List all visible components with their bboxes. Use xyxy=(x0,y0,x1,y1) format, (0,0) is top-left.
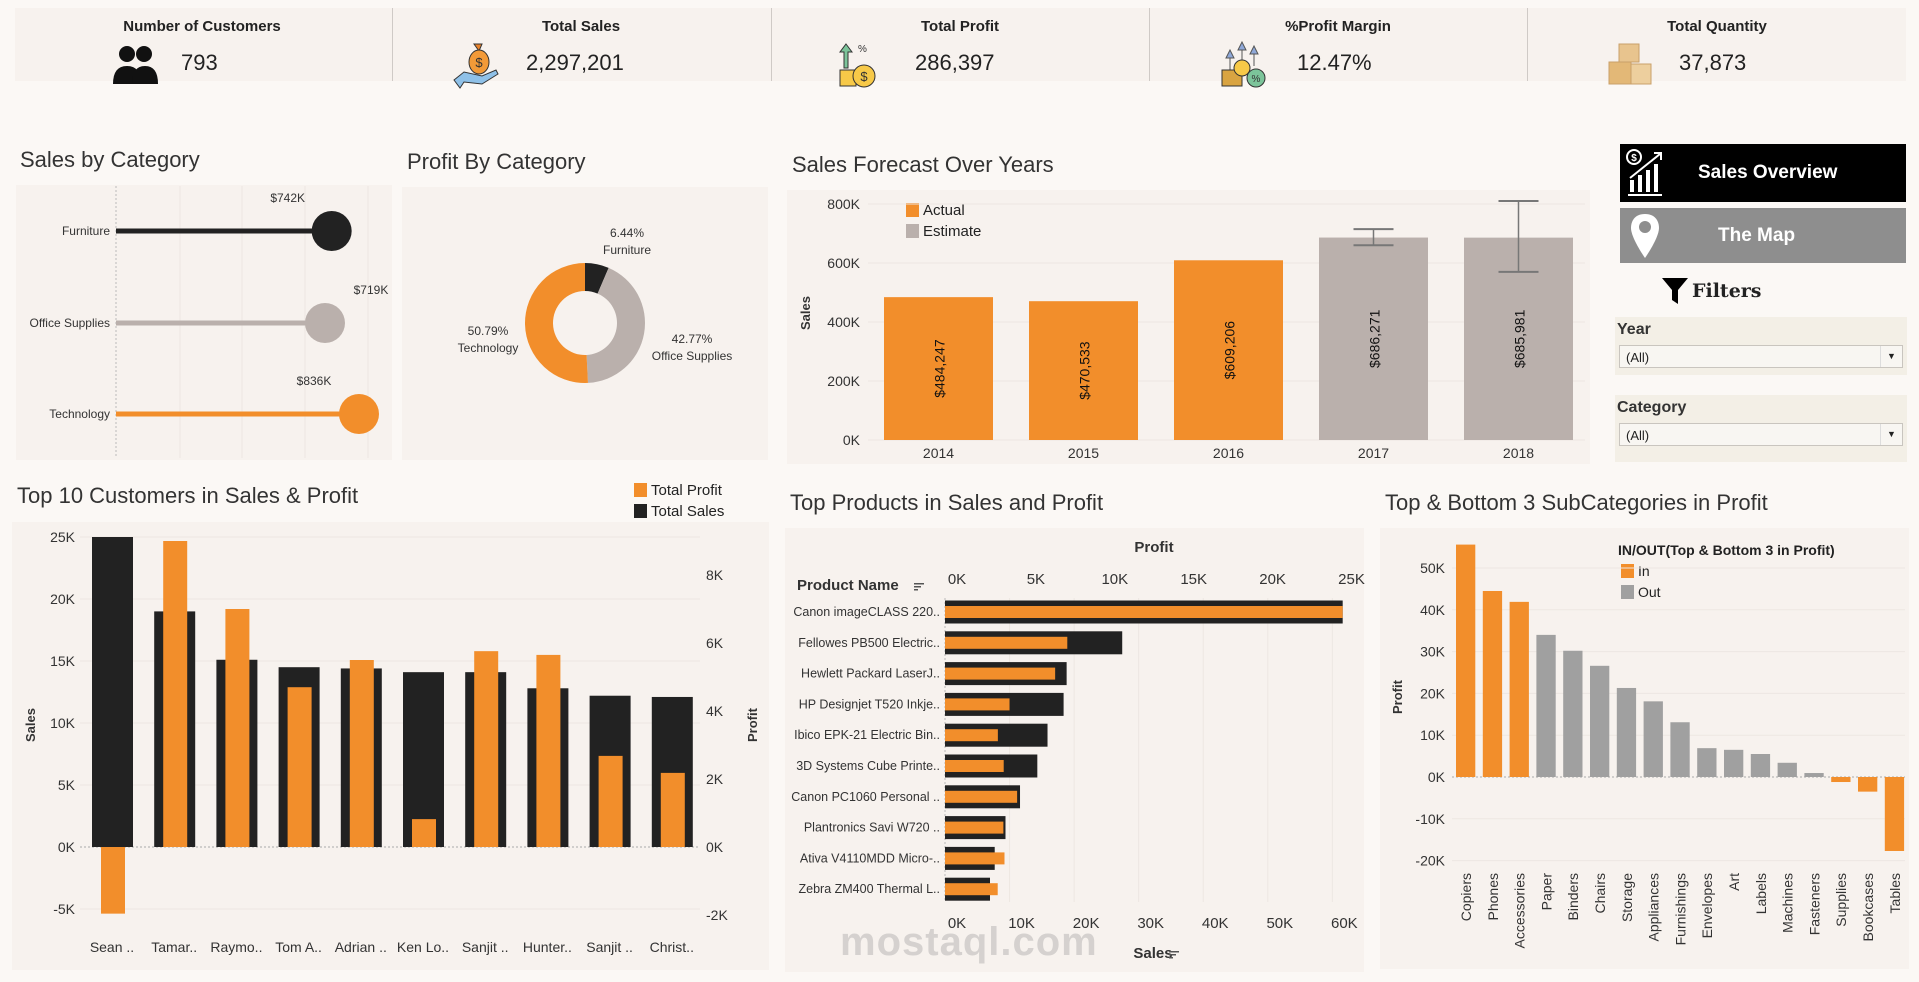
legend-label: Out xyxy=(1638,584,1661,600)
sales-by-category-title: Sales by Category xyxy=(20,147,200,172)
the-map-button[interactable]: The Map xyxy=(1620,208,1906,263)
year-filter: Year (All) ▼ xyxy=(1615,317,1907,375)
profit-margin-icon: % xyxy=(1221,40,1266,88)
kpi-title-profit: Total Profit xyxy=(920,18,1000,35)
legend-label: Actual xyxy=(923,202,965,219)
kpi-value-quantity: 37,873 xyxy=(1679,50,1747,75)
category-select-value: (All) xyxy=(1626,428,1650,443)
legend-estimate: Estimate xyxy=(906,223,981,240)
sales-forecast-title: Sales Forecast Over Years xyxy=(792,152,1054,177)
svg-text:%: % xyxy=(1252,74,1261,85)
profit-by-category-panel xyxy=(402,187,768,460)
legend-label: In xyxy=(1638,563,1650,579)
category-filter: Category (All) ▼ xyxy=(1615,395,1907,462)
year-select[interactable]: (All) ▼ xyxy=(1619,345,1903,368)
kpi-value-customers: 793 xyxy=(181,50,218,75)
legend-total-sales: Total Sales xyxy=(634,503,724,520)
kpi-title-sales: Total Sales xyxy=(541,18,621,35)
legend-swatch xyxy=(906,203,919,217)
top-products-panel xyxy=(785,528,1364,972)
boxes-icon xyxy=(1608,43,1652,85)
kpi-strip xyxy=(15,8,1906,81)
kpi-title-customers: Number of Customers xyxy=(123,18,281,35)
top-products-title: Top Products in Sales and Profit xyxy=(790,490,1104,515)
watermark: mostaql.com xyxy=(840,920,1098,964)
sales-overview-button[interactable]: $ Sales Overview xyxy=(1620,144,1906,202)
legend-swatch xyxy=(1621,564,1634,578)
legend-label: Total Profit xyxy=(651,482,722,499)
legend-swatch xyxy=(906,224,919,238)
legend-swatch xyxy=(634,483,647,497)
svg-text:$: $ xyxy=(1631,153,1637,164)
kpi-divider xyxy=(1149,8,1150,81)
legend-out: Out xyxy=(1621,584,1661,600)
sales-by-category-panel xyxy=(16,185,392,460)
kpi-divider xyxy=(392,8,393,81)
category-select[interactable]: (All) ▼ xyxy=(1619,423,1903,446)
category-filter-label: Category xyxy=(1617,399,1687,416)
legend-total-profit: Total Profit xyxy=(634,482,722,499)
people-icon xyxy=(113,46,158,84)
kpi-title-quantity: Total Quantity xyxy=(1667,18,1767,35)
sales-chart-icon: $ xyxy=(1626,149,1662,196)
filters-label: Filters xyxy=(1692,280,1762,302)
svg-text:$: $ xyxy=(475,55,483,70)
kpi-divider xyxy=(1527,8,1528,81)
legend-swatch xyxy=(1621,585,1634,599)
legend-label: Total Sales xyxy=(651,503,725,520)
top-customers-panel xyxy=(12,522,769,970)
chevron-down-icon[interactable]: ▼ xyxy=(1880,346,1902,367)
kpi-value-profit: 286,397 xyxy=(915,50,995,75)
svg-text:$: $ xyxy=(860,69,868,84)
sales-overview-label: Sales Overview xyxy=(1698,162,1838,183)
legend-label: Estimate xyxy=(923,223,982,240)
top-customers-title: Top 10 Customers in Sales & Profit xyxy=(17,483,359,508)
svg-text:%: % xyxy=(858,44,867,55)
subcategories-title: Top & Bottom 3 SubCategories in Profit xyxy=(1385,490,1768,515)
kpi-divider xyxy=(771,8,772,81)
legend-swatch xyxy=(634,504,647,518)
kpi-value-sales: 2,297,201 xyxy=(526,50,624,75)
filters-heading: Filters xyxy=(1660,276,1762,306)
coins-growth-icon: $ % xyxy=(839,43,876,88)
year-select-value: (All) xyxy=(1626,350,1650,365)
money-bag-hand-icon: $ xyxy=(453,43,499,89)
legend-in: In xyxy=(1621,563,1650,579)
the-map-label: The Map xyxy=(1718,224,1796,246)
legend-actual: Actual xyxy=(906,202,965,219)
profit-by-category-title: Profit By Category xyxy=(407,149,586,174)
year-filter-label: Year xyxy=(1617,321,1651,338)
chevron-down-icon[interactable]: ▼ xyxy=(1880,424,1902,445)
kpi-title-margin: %Profit Margin xyxy=(1285,18,1391,35)
map-pin-icon xyxy=(1631,213,1659,258)
kpi-value-margin: 12.47% xyxy=(1297,50,1372,75)
funnel-icon xyxy=(1662,278,1688,304)
legend-title-in-out: IN/OUT(Top & Bottom 3 in Profit) xyxy=(1618,542,1835,558)
